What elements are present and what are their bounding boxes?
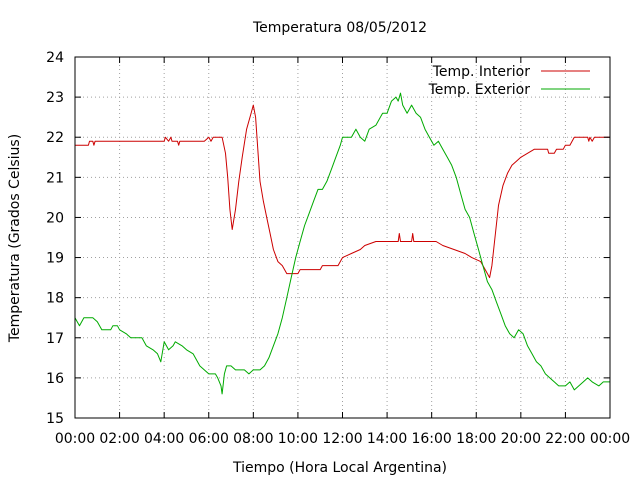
y-tick-label: 16 bbox=[46, 371, 64, 387]
y-tick-label: 15 bbox=[46, 411, 64, 427]
series-line-exterior bbox=[74, 92, 610, 395]
x-tick-label: 10:00 bbox=[278, 431, 318, 447]
grid bbox=[75, 57, 610, 418]
x-tick-label: 18:00 bbox=[456, 431, 496, 447]
x-tick-label: 02:00 bbox=[99, 431, 139, 447]
x-tick-label: 00:00 bbox=[590, 431, 630, 447]
legend-label-exterior: Temp. Exterior bbox=[428, 82, 531, 98]
x-tick-label: 14:00 bbox=[367, 431, 407, 447]
y-tick-label: 17 bbox=[46, 331, 64, 347]
x-tick-label: 00:00 bbox=[55, 431, 95, 447]
x-tick-label: 20:00 bbox=[501, 431, 541, 447]
x-axis-label: Tiempo (Hora Local Argentina) bbox=[232, 460, 447, 476]
y-tick-label: 21 bbox=[46, 170, 64, 186]
chart-title: Temperatura 08/05/2012 bbox=[252, 20, 427, 36]
y-tick-label: 24 bbox=[46, 50, 64, 66]
x-tick-label: 04:00 bbox=[144, 431, 184, 447]
y-tick-label: 19 bbox=[46, 251, 64, 267]
y-axis-label: Temperatura (Grados Celsius) bbox=[7, 134, 23, 343]
ticks bbox=[74, 56, 611, 419]
series-layer bbox=[74, 92, 610, 395]
y-tick-label: 18 bbox=[46, 291, 64, 307]
y-tick-label: 22 bbox=[46, 130, 64, 146]
y-tick-label: 20 bbox=[46, 210, 64, 226]
x-tick-label: 12:00 bbox=[322, 431, 362, 447]
y-tick-labels: 15 16 17 18 19 20 21 22 23 24 bbox=[46, 50, 64, 427]
x-tick-labels: 00:00 02:00 04:00 06:00 08:00 10:00 12:00 14:00… bbox=[55, 431, 630, 447]
x-tick-label: 08:00 bbox=[233, 431, 273, 447]
legend: Temp. Interior Temp. Exterior bbox=[428, 64, 590, 98]
series-line-interior bbox=[75, 104, 610, 279]
legend-label-interior: Temp. Interior bbox=[432, 64, 531, 80]
x-tick-label: 06:00 bbox=[189, 431, 229, 447]
y-tick-label: 23 bbox=[46, 90, 64, 106]
x-tick-label: 16:00 bbox=[411, 431, 451, 447]
x-tick-label: 22:00 bbox=[545, 431, 585, 447]
